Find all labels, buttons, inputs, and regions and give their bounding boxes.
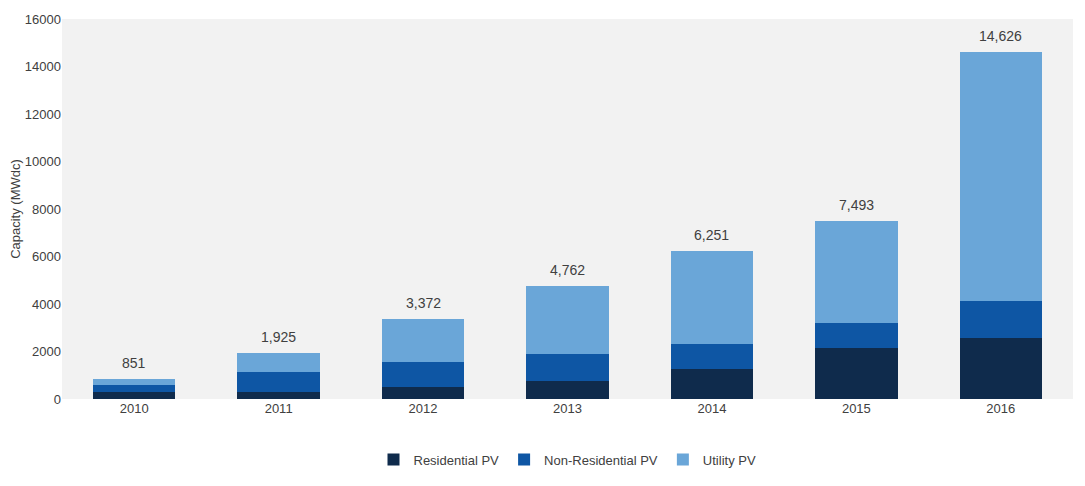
- svg-text:14,626: 14,626: [979, 28, 1022, 44]
- svg-text:Residential PV: Residential PV: [414, 453, 500, 468]
- svg-text:851: 851: [122, 355, 146, 371]
- svg-text:16000: 16000: [25, 12, 61, 27]
- svg-text:12000: 12000: [25, 107, 61, 122]
- svg-text:2012: 2012: [409, 401, 438, 416]
- svg-text:1,925: 1,925: [261, 329, 296, 345]
- svg-text:2010: 2010: [120, 401, 149, 416]
- svg-text:10000: 10000: [25, 154, 61, 169]
- svg-text:0: 0: [54, 392, 61, 407]
- svg-text:Capacity (MWdc): Capacity (MWdc): [8, 159, 23, 259]
- svg-text:8000: 8000: [32, 202, 61, 217]
- svg-text:2011: 2011: [265, 401, 293, 416]
- svg-text:2015: 2015: [842, 401, 871, 416]
- svg-text:6000: 6000: [32, 249, 61, 264]
- svg-text:2000: 2000: [32, 344, 61, 359]
- svg-text:7,493: 7,493: [839, 197, 874, 213]
- svg-text:Utility PV: Utility PV: [703, 453, 756, 468]
- svg-text:3,372: 3,372: [406, 295, 441, 311]
- svg-text:4,762: 4,762: [550, 262, 585, 278]
- svg-text:2016: 2016: [986, 401, 1015, 416]
- svg-text:4000: 4000: [32, 297, 61, 312]
- svg-text:14000: 14000: [25, 59, 61, 74]
- svg-text:6,251: 6,251: [694, 227, 729, 243]
- svg-text:Non-Residential PV: Non-Residential PV: [544, 453, 658, 468]
- svg-text:2013: 2013: [553, 401, 582, 416]
- svg-text:2014: 2014: [697, 401, 726, 416]
